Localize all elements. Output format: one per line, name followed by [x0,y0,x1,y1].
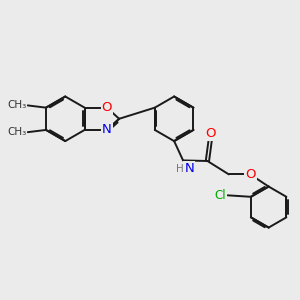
Text: O: O [245,168,256,181]
Text: O: O [102,101,112,114]
Text: CH₃: CH₃ [7,100,26,110]
Text: Cl: Cl [214,189,226,202]
Text: H: H [176,164,183,174]
Text: O: O [205,127,216,140]
Text: CH₃: CH₃ [7,127,26,137]
Text: N: N [102,123,112,136]
Text: N: N [184,162,194,175]
